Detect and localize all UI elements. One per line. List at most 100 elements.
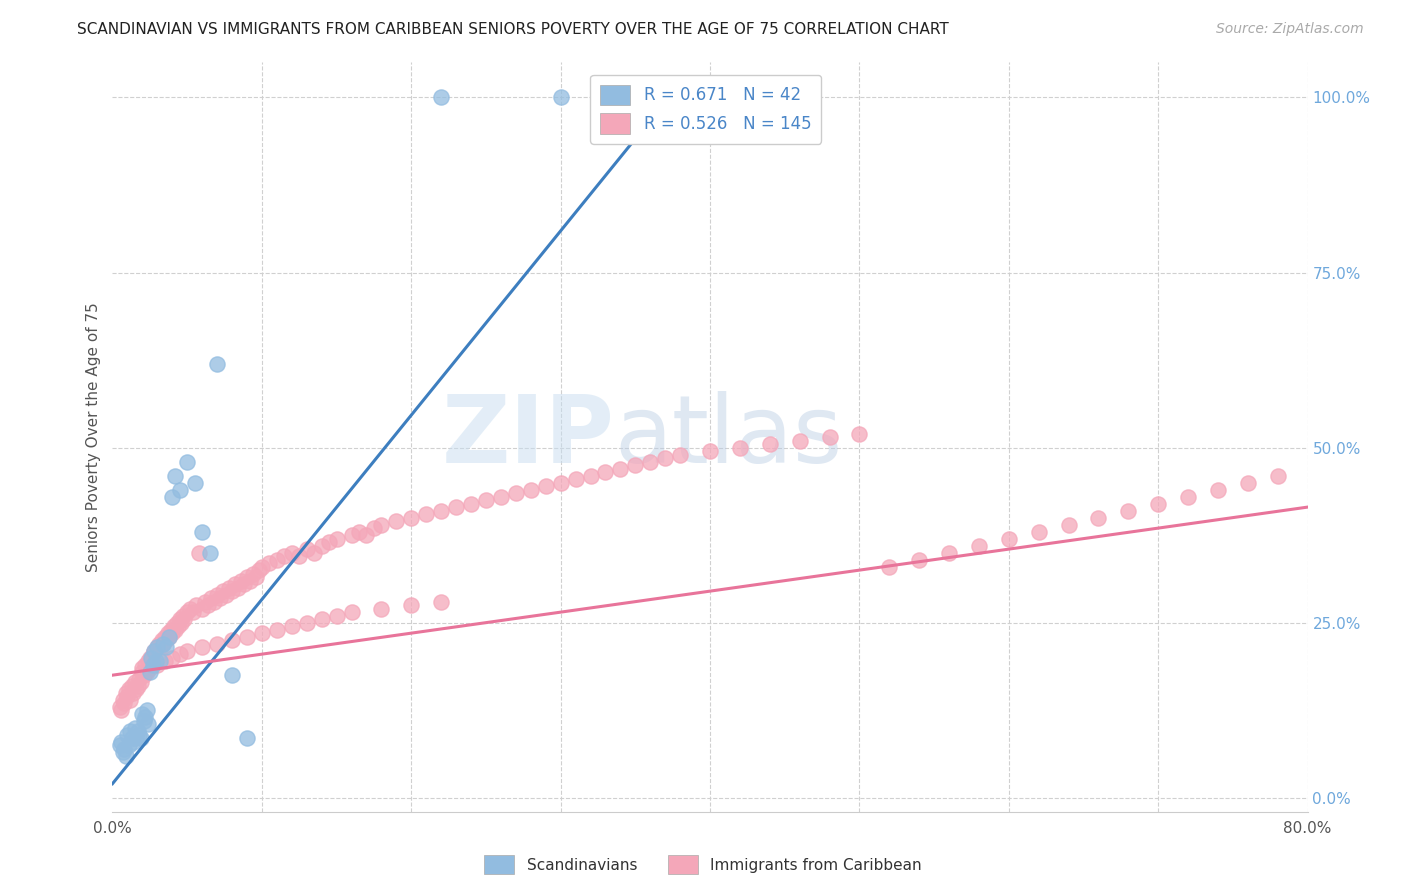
Point	[789, 434, 811, 448]
Point	[165, 623, 187, 637]
Point	[117, 689, 139, 703]
Point	[139, 661, 162, 675]
Point	[150, 633, 173, 648]
Point	[138, 654, 160, 668]
Point	[215, 588, 238, 602]
Point	[111, 745, 134, 759]
Point	[181, 605, 204, 619]
Point	[124, 721, 146, 735]
Point	[212, 584, 235, 599]
Point	[848, 426, 870, 441]
Point	[125, 682, 148, 697]
Point	[156, 626, 179, 640]
Point	[170, 615, 193, 630]
Point	[247, 563, 270, 577]
Point	[430, 90, 453, 104]
Point	[325, 608, 347, 623]
Point	[1118, 503, 1140, 517]
Text: atlas: atlas	[614, 391, 842, 483]
Point	[167, 619, 190, 633]
Point	[197, 598, 219, 612]
Point	[200, 591, 222, 606]
Point	[166, 615, 188, 630]
Point	[266, 552, 288, 566]
Point	[998, 532, 1021, 546]
Point	[1177, 490, 1199, 504]
Point	[163, 619, 186, 633]
Point	[245, 570, 267, 584]
Point	[162, 650, 183, 665]
Point	[1057, 517, 1080, 532]
Point	[520, 483, 543, 497]
Point	[908, 552, 931, 566]
Point	[340, 605, 363, 619]
Point	[118, 682, 141, 697]
Point	[146, 657, 169, 672]
Point	[209, 591, 232, 606]
Point	[117, 728, 139, 742]
Point	[938, 546, 960, 560]
Point	[143, 643, 166, 657]
Point	[221, 668, 243, 682]
Point	[179, 601, 201, 615]
Point	[139, 650, 162, 665]
Point	[221, 584, 243, 599]
Legend: R = 0.671   N = 42, R = 0.526   N = 145: R = 0.671 N = 42, R = 0.526 N = 145	[591, 75, 821, 144]
Legend: Scandinavians, Immigrants from Caribbean: Scandinavians, Immigrants from Caribbean	[478, 849, 928, 880]
Point	[699, 444, 721, 458]
Point	[1147, 497, 1170, 511]
Point	[579, 468, 602, 483]
Point	[550, 90, 572, 104]
Point	[288, 549, 311, 563]
Point	[146, 640, 169, 655]
Point	[146, 640, 169, 655]
Point	[183, 475, 205, 490]
Point	[430, 503, 453, 517]
Point	[550, 475, 572, 490]
Point	[110, 703, 132, 717]
Point	[120, 724, 142, 739]
Point	[159, 623, 181, 637]
Point	[114, 696, 135, 710]
Point	[114, 741, 135, 756]
Point	[370, 517, 392, 532]
Point	[1267, 468, 1289, 483]
Point	[172, 608, 194, 623]
Point	[640, 454, 662, 468]
Point	[205, 588, 228, 602]
Text: Source: ZipAtlas.com: Source: ZipAtlas.com	[1216, 22, 1364, 37]
Point	[205, 637, 228, 651]
Point	[444, 500, 467, 515]
Point	[142, 647, 165, 661]
Point	[157, 630, 180, 644]
Point	[205, 357, 228, 371]
Point	[325, 532, 347, 546]
Point	[194, 594, 217, 608]
Point	[759, 437, 782, 451]
Point	[609, 461, 631, 475]
Point	[128, 672, 150, 686]
Point	[122, 686, 145, 700]
Point	[273, 549, 295, 563]
Point	[121, 679, 143, 693]
Point	[110, 734, 132, 748]
Point	[176, 605, 198, 619]
Point	[135, 665, 157, 679]
Point	[266, 623, 288, 637]
Point	[534, 479, 557, 493]
Point	[122, 734, 145, 748]
Point	[118, 738, 141, 752]
Point	[295, 542, 318, 557]
Point	[125, 731, 148, 746]
Point	[311, 612, 333, 626]
Point	[124, 675, 146, 690]
Point	[153, 654, 176, 668]
Point	[967, 539, 990, 553]
Point	[818, 430, 841, 444]
Point	[415, 507, 437, 521]
Point	[165, 468, 187, 483]
Point	[108, 699, 131, 714]
Point	[139, 665, 162, 679]
Point	[186, 598, 208, 612]
Point	[236, 731, 259, 746]
